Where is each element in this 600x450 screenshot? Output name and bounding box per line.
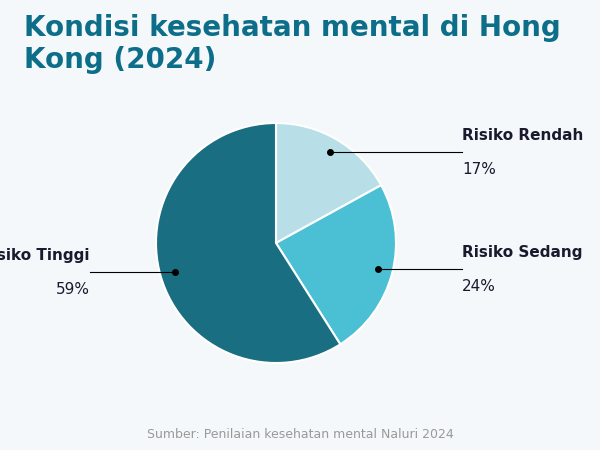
Text: 17%: 17% <box>462 162 496 177</box>
Text: 59%: 59% <box>56 282 90 297</box>
Text: 24%: 24% <box>462 279 496 294</box>
Text: Risiko Rendah: Risiko Rendah <box>462 127 583 143</box>
Wedge shape <box>276 185 396 344</box>
Text: Kondisi kesehatan mental di Hong Kong (2024): Kondisi kesehatan mental di Hong Kong (2… <box>24 14 561 74</box>
Text: Sumber: Penilaian kesehatan mental Naluri 2024: Sumber: Penilaian kesehatan mental Nalur… <box>146 428 454 441</box>
Wedge shape <box>276 123 381 243</box>
Text: Risiko Tinggi: Risiko Tinggi <box>0 248 90 263</box>
Wedge shape <box>156 123 340 363</box>
Text: Risiko Sedang: Risiko Sedang <box>462 245 583 260</box>
